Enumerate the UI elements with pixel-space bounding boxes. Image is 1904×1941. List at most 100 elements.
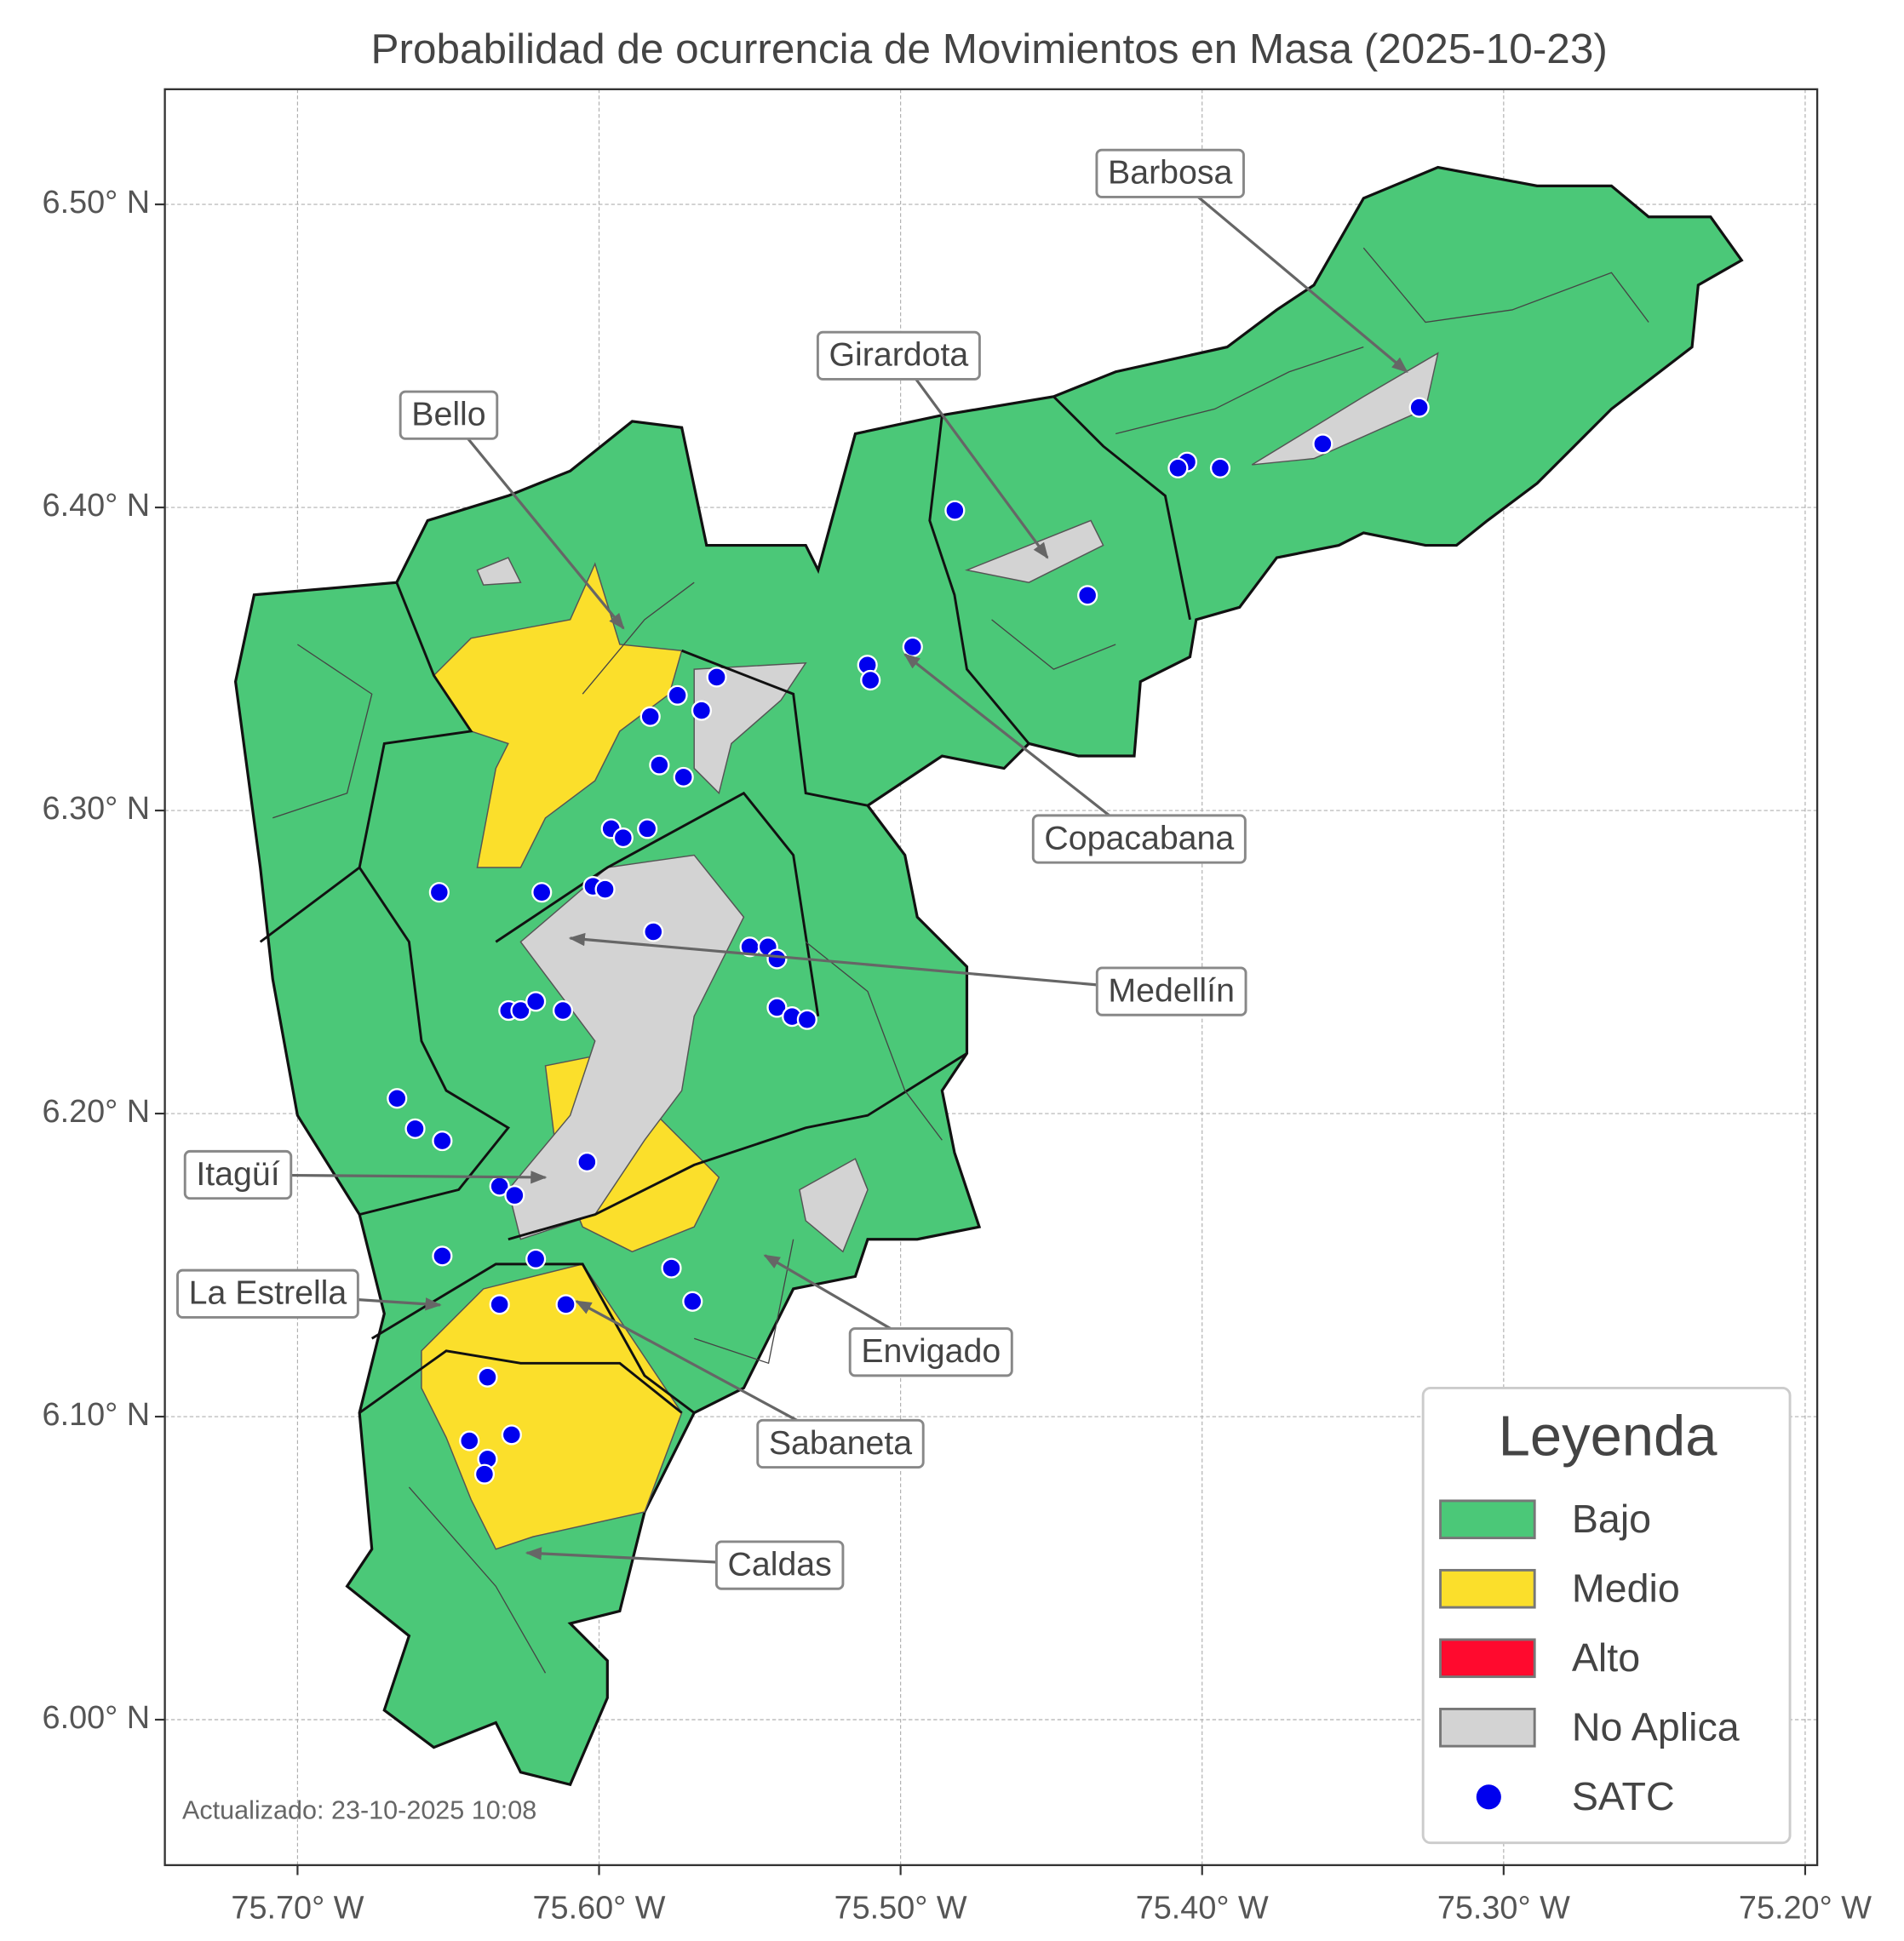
satc-point: [477, 1366, 498, 1388]
region-no-aplica: [476, 557, 522, 586]
satc-point: [649, 754, 670, 776]
legend-title: Leyenda: [1499, 1404, 1718, 1468]
annotation-label: Sabaneta: [769, 1424, 912, 1462]
satc-point: [673, 766, 694, 787]
annotation-label: Copacabana: [1044, 819, 1234, 856]
annotation-box: [816, 330, 981, 381]
annotation: Envigado: [763, 1254, 1013, 1377]
satc-point: [510, 999, 531, 1022]
municipal-border: [370, 1263, 696, 1414]
satc-point: [501, 1424, 522, 1446]
annotation-arrow: [358, 1297, 442, 1311]
axes: 75.70° W 75.60° W 75.50° W 75.40° W 75.30° W…: [43, 185, 1872, 1926]
annotation: Barbosa: [1095, 148, 1408, 373]
satc-point: [531, 882, 553, 903]
municipal-border: [1052, 395, 1191, 621]
municipal-border: [495, 791, 820, 1016]
district-border: [805, 941, 943, 1141]
x-tick-label: 75.40° W: [1136, 1890, 1269, 1926]
satc-point: [489, 1294, 510, 1315]
annotation-label: La Estrella: [189, 1274, 347, 1312]
satc-point: [682, 1291, 703, 1312]
district-border: [1362, 247, 1649, 324]
satc-point: [404, 1118, 426, 1139]
legend-label: No Aplica: [1572, 1705, 1740, 1749]
x-tick-label: 75.20° W: [1739, 1890, 1872, 1926]
satc-point: [432, 1245, 453, 1267]
annotation-arrow: [568, 932, 1098, 987]
annotation-arrow: [467, 438, 625, 630]
annotation-label: Barbosa: [1108, 154, 1233, 192]
satc-point: [661, 1257, 682, 1279]
annotation-label: Girardota: [829, 336, 968, 374]
satc-point: [525, 991, 547, 1012]
satc-point: [612, 827, 634, 849]
annotation-box: [1095, 966, 1247, 1016]
annotation-arrow: [575, 1300, 798, 1422]
satc-point: [387, 1088, 408, 1109]
satc-point: [902, 636, 923, 657]
y-tick-label: 6.00° N: [43, 1700, 151, 1736]
legend: Leyenda Bajo Medio Alto No Aplica SATC: [1421, 1386, 1792, 1845]
satc-point: [432, 1131, 453, 1152]
region-no-aplica: [799, 1158, 869, 1253]
satc-point: [944, 500, 966, 521]
region-no-aplica: [508, 854, 745, 1240]
annotations: Barbosa Girardota Bello Copacabana Medellín I…: [176, 148, 1408, 1590]
annotation-label: Itagüí: [196, 1155, 279, 1193]
district-border: [582, 581, 695, 695]
annotation-box: [176, 1268, 359, 1319]
annotation: Itagüí: [183, 1149, 548, 1200]
annotation-label: Envigado: [861, 1332, 1001, 1370]
district-border: [694, 1239, 794, 1365]
satc-point: [473, 1463, 496, 1485]
satc-point: [1077, 585, 1098, 606]
region-medio: [433, 562, 683, 868]
y-tick-label: 6.10° N: [43, 1397, 151, 1433]
annotation-box: [714, 1540, 845, 1590]
satc-point: [860, 669, 881, 691]
annotation-arrow: [763, 1254, 892, 1330]
satc-point: [667, 684, 688, 706]
municipal-border: [259, 581, 473, 943]
legend-label: Bajo: [1572, 1497, 1651, 1541]
annotation-box: [756, 1418, 925, 1469]
annotation-arrow: [903, 653, 1110, 817]
satc-point: [706, 667, 727, 688]
region-no-aplica: [1251, 352, 1439, 466]
satc-point: [639, 706, 661, 727]
legend-swatch: [1439, 1638, 1536, 1679]
legend-marker: [1476, 1784, 1501, 1810]
legend-label: SATC: [1572, 1774, 1675, 1818]
district-border: [991, 619, 1116, 670]
legend-swatch: [1439, 1708, 1536, 1748]
y-tick-label: 6.20° N: [43, 1094, 151, 1130]
district-border: [272, 644, 373, 819]
satc-point: [1167, 457, 1189, 478]
satc-point: [796, 1009, 817, 1030]
satc-point: [637, 818, 658, 839]
legend-swatch: [1439, 1499, 1536, 1540]
annotation-box: [848, 1327, 1013, 1377]
satc-point: [552, 999, 574, 1022]
satc-point: [594, 879, 616, 900]
satc-point: [766, 948, 788, 970]
plot-frame: [163, 88, 1819, 1867]
satc-point: [766, 997, 788, 1018]
y-tick-label: 6.30° N: [43, 791, 151, 827]
annotation: Sabaneta: [575, 1300, 925, 1469]
y-tick-label: 6.50° N: [43, 185, 151, 220]
annotation: Caldas: [525, 1540, 845, 1590]
annotation-box: [1031, 814, 1247, 864]
annotation-arrow: [1197, 196, 1408, 373]
region-no-aplica: [693, 662, 807, 795]
satc-point: [1408, 397, 1430, 418]
annotation-label: Medellín: [1108, 971, 1235, 1009]
satc-point: [1312, 433, 1333, 455]
district-border: [1115, 346, 1364, 435]
annotation: Bello: [399, 390, 625, 630]
satc-point: [643, 921, 664, 942]
legend-label: Medio: [1572, 1566, 1680, 1610]
